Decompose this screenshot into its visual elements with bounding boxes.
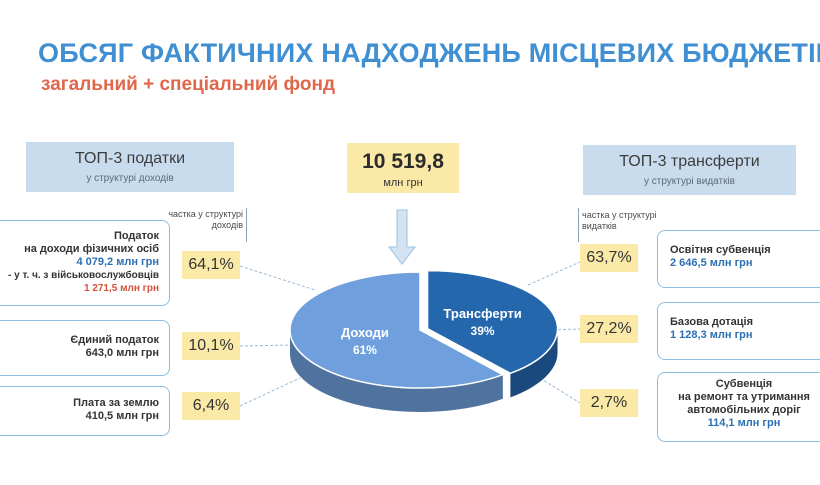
connector-tax-2 <box>239 344 296 347</box>
tax-share-2: 10,1% <box>182 332 240 360</box>
transfer-amount: 114,1 млн грн <box>707 417 781 429</box>
connector-transfer-3 <box>539 377 581 404</box>
page-title: ОБСЯГ ФАКТИЧНИХ НАДХОДЖЕНЬ МІСЦЕВИХ БЮДЖ… <box>38 38 820 68</box>
taxes-share-note-line1: частка у структурі <box>168 209 243 219</box>
pie-slice-2: Трансферти 39% <box>426 269 559 398</box>
transfers-subheading: у структурі видатків <box>643 176 735 187</box>
pie-slice-top <box>426 269 559 375</box>
pie-slice-side <box>510 328 558 398</box>
page-subtitle: загальний + спеціальний фонд <box>41 74 335 95</box>
tax-sub-amount: 1 271,5 млн грн <box>83 283 159 294</box>
taxes-share-note: частка у структурі доходів <box>165 209 243 231</box>
connector-tax-3 <box>239 377 301 407</box>
total-unit: млн грн <box>383 177 423 189</box>
transfer-amount: 2 646,5 млн грн <box>670 257 753 269</box>
connector-transfer-1 <box>527 261 581 286</box>
tax-card-pdfo: Податок на доходи фізичних осіб 4 079,2 … <box>0 220 170 306</box>
total-value: 10 519,8 <box>362 150 444 173</box>
taxes-note-rule <box>246 208 247 242</box>
transfer-card-basic-subsidy: Базова дотація 1 128,3 млн грн <box>657 302 820 360</box>
tax-amount: 643,0 млн грн <box>85 347 159 359</box>
taxes-share-note-line2: доходів <box>211 220 243 230</box>
transfer-card-roads: Субвенція на ремонт та утримання автомоб… <box>657 372 820 442</box>
transfer-name-line1: Субвенція <box>715 378 773 390</box>
total-box: 10 519,8 млн грн <box>347 143 459 193</box>
tax-amount: 4 079,2 млн грн <box>76 256 159 268</box>
taxes-header: ТОП-3 податки у структурі доходів <box>26 142 234 192</box>
tax-name-line1: Єдиний податок <box>70 334 159 346</box>
tax-name-line1: Податок <box>113 230 159 242</box>
tax-share-1: 64,1% <box>182 251 240 279</box>
transfer-name-line2: на ремонт та утримання <box>678 391 810 403</box>
pie-slice-top <box>289 271 505 389</box>
transfers-share-note-line1: частка у структурі <box>582 210 657 220</box>
pie-slice-value-label: 39% <box>471 324 495 338</box>
transfer-amount: 1 128,3 млн грн <box>670 329 753 341</box>
connector-tax-1 <box>239 265 316 291</box>
transfer-name-line1: Освітня субвенція <box>670 244 771 256</box>
transfers-share-note-line2: видатків <box>582 221 617 231</box>
pie-slice-1: Доходи 61% <box>289 271 505 412</box>
taxes-heading: ТОП-3 податки <box>74 150 186 167</box>
tax-sub-label: - у т. ч. з військовослужбовців <box>8 270 159 281</box>
transfer-name-line1: Базова дотація <box>670 316 754 328</box>
pie-slice-side <box>290 330 503 412</box>
pie-slice-name-label: Доходи <box>341 325 389 340</box>
transfer-share-2: 27,2% <box>580 315 638 343</box>
tax-card-land-fee: Плата за землю 410,5 млн грн <box>0 386 170 436</box>
tax-name-line2: на доходи фізичних осіб <box>24 243 159 255</box>
tax-name-line1: Плата за землю <box>73 397 159 409</box>
pie-slice-name-label: Трансферти <box>443 306 521 321</box>
transfers-header: ТОП-3 трансферти у структурі видатків <box>583 145 796 195</box>
transfer-share-1: 63,7% <box>580 244 638 272</box>
tax-share-3: 6,4% <box>182 392 240 420</box>
pie-slice-value-label: 61% <box>353 343 377 357</box>
tax-card-single-tax: Єдиний податок 643,0 млн грн <box>0 320 170 376</box>
transfers-share-note: частка у структурі видатків <box>582 210 672 232</box>
taxes-subheading: у структурі доходів <box>86 173 174 184</box>
transfer-share-3: 2,7% <box>580 389 638 417</box>
transfers-heading: ТОП-3 трансферти <box>619 153 760 170</box>
transfers-note-rule <box>578 208 579 242</box>
transfer-card-education: Освітня субвенція 2 646,5 млн грн <box>657 230 820 288</box>
tax-amount: 410,5 млн грн <box>85 410 159 422</box>
transfer-name-line3: автомобільних доріг <box>687 404 801 416</box>
